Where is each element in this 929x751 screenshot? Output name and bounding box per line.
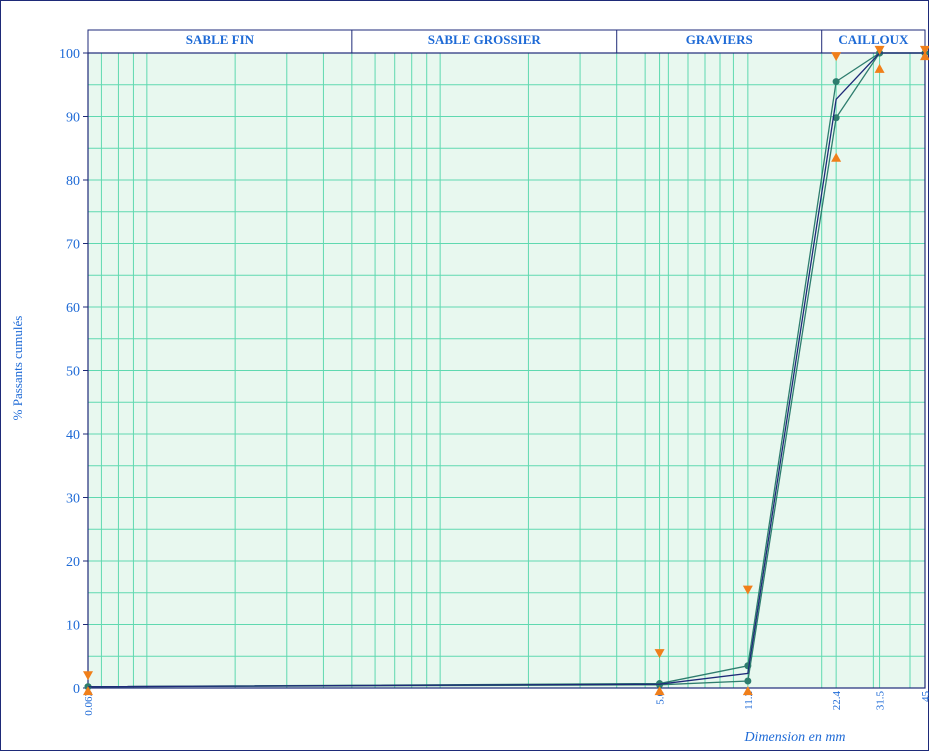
data-point	[832, 114, 840, 122]
data-point	[874, 45, 885, 55]
data-point	[831, 52, 842, 62]
y-tick-label: 10	[66, 619, 80, 634]
x-tick-label: 45	[920, 691, 929, 703]
x-tick-label: 31.5	[875, 691, 887, 711]
y-tick-label: 0	[73, 682, 80, 697]
y-tick-label: 50	[66, 365, 80, 380]
y-tick-label: 30	[66, 492, 80, 507]
y-tick-label: 100	[59, 47, 80, 62]
data-point	[742, 686, 753, 696]
series-line	[87, 52, 925, 688]
x-axis-label: Dimension en mm	[744, 730, 846, 745]
data-point	[742, 585, 753, 595]
data-point	[920, 45, 929, 55]
y-tick-label: 70	[66, 238, 80, 253]
zone-label: SABLE FIN	[186, 32, 255, 47]
data-point	[920, 51, 929, 61]
y-tick-label: 20	[66, 555, 80, 570]
x-tick-label: 22.4	[831, 691, 843, 711]
data-point	[832, 78, 840, 86]
data-point	[83, 671, 93, 681]
data-point	[874, 63, 885, 73]
zone-label: SABLE GROSSIER	[428, 32, 542, 47]
y-tick-label: 90	[66, 111, 80, 126]
zone-label: GRAVIERS	[686, 32, 753, 47]
data-point	[831, 152, 842, 162]
plot-border	[87, 52, 926, 689]
y-tick-label: 80	[66, 174, 80, 189]
y-tick-label: 60	[66, 301, 80, 316]
data-point	[654, 649, 665, 659]
data-point	[83, 686, 93, 696]
x-tick-label: 11.2	[743, 691, 755, 710]
y-tick-label: 40	[66, 428, 80, 443]
x-tick-label: 0.063	[83, 691, 95, 716]
y-axis-label: % Passants cumulés	[10, 315, 25, 421]
zone-label: CAILLOUX	[838, 32, 909, 47]
data-point	[744, 677, 752, 685]
data-point	[654, 686, 665, 696]
